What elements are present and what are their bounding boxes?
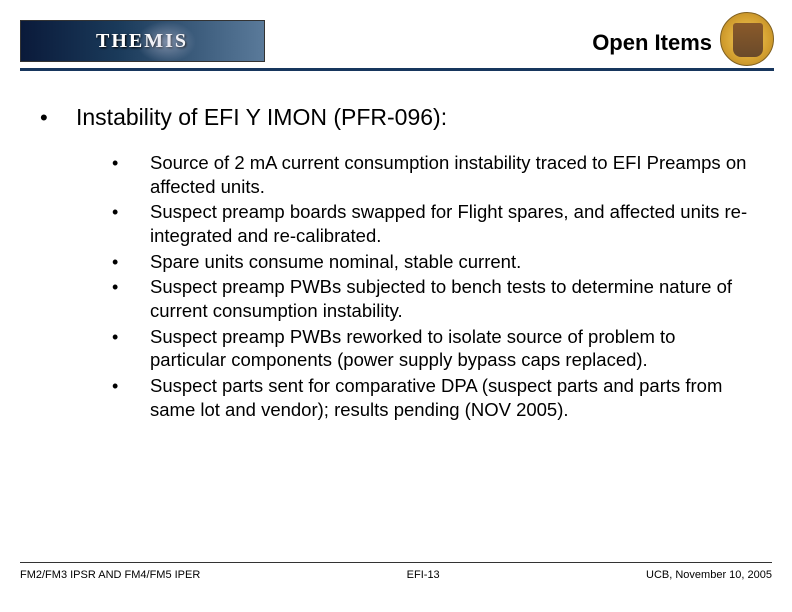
footer-center-text: EFI-13 xyxy=(407,569,440,581)
main-bullet: • Instability of EFI Y IMON (PFR-096): xyxy=(40,103,752,133)
slide-header: THEMIS Open Items xyxy=(0,0,792,75)
list-item: • Suspect preamp PWBs reworked to isolat… xyxy=(112,325,752,372)
footer-page-number: 13 xyxy=(427,569,439,581)
bullet-marker: • xyxy=(40,105,76,131)
list-item: • Suspect preamp boards swapped for Flig… xyxy=(112,200,752,247)
slide-footer: FM2/FM3 IPSR AND FM4/FM5 IPER EFI-13 UCB… xyxy=(20,562,772,592)
list-item-text: Spare units consume nominal, stable curr… xyxy=(150,250,521,274)
main-heading: Instability of EFI Y IMON (PFR-096): xyxy=(76,103,447,133)
list-item-text: Suspect preamp boards swapped for Flight… xyxy=(150,200,752,247)
bullet-marker: • xyxy=(112,376,150,397)
bullet-marker: • xyxy=(112,327,150,348)
list-item: • Source of 2 mA current consumption ins… xyxy=(112,151,752,198)
seal-logo xyxy=(720,12,774,66)
page-title: Open Items xyxy=(592,30,712,56)
footer-right-text: UCB, November 10, 2005 xyxy=(646,569,772,581)
bullet-marker: • xyxy=(112,252,150,273)
logo-text: THEMIS xyxy=(96,30,188,53)
list-item: • Suspect preamp PWBs subjected to bench… xyxy=(112,275,752,322)
bullet-marker: • xyxy=(112,277,150,298)
seal-figure xyxy=(733,23,763,57)
footer-row: FM2/FM3 IPSR AND FM4/FM5 IPER EFI-13 UCB… xyxy=(20,569,772,581)
sub-bullet-list: • Source of 2 mA current consumption ins… xyxy=(112,151,752,421)
bullet-marker: • xyxy=(112,153,150,174)
list-item: • Spare units consume nominal, stable cu… xyxy=(112,250,752,274)
footer-left-text: FM2/FM3 IPSR AND FM4/FM5 IPER xyxy=(20,569,200,581)
footer-prefix: EFI- xyxy=(407,569,428,581)
bullet-marker: • xyxy=(112,202,150,223)
list-item: • Suspect parts sent for comparative DPA… xyxy=(112,374,752,421)
list-item-text: Source of 2 mA current consumption insta… xyxy=(150,151,752,198)
list-item-text: Suspect preamp PWBs reworked to isolate … xyxy=(150,325,752,372)
footer-divider xyxy=(20,562,772,563)
list-item-text: Suspect parts sent for comparative DPA (… xyxy=(150,374,752,421)
slide-content: • Instability of EFI Y IMON (PFR-096): •… xyxy=(0,75,792,421)
list-item-text: Suspect preamp PWBs subjected to bench t… xyxy=(150,275,752,322)
header-divider xyxy=(20,68,774,71)
themis-logo: THEMIS xyxy=(20,20,265,62)
